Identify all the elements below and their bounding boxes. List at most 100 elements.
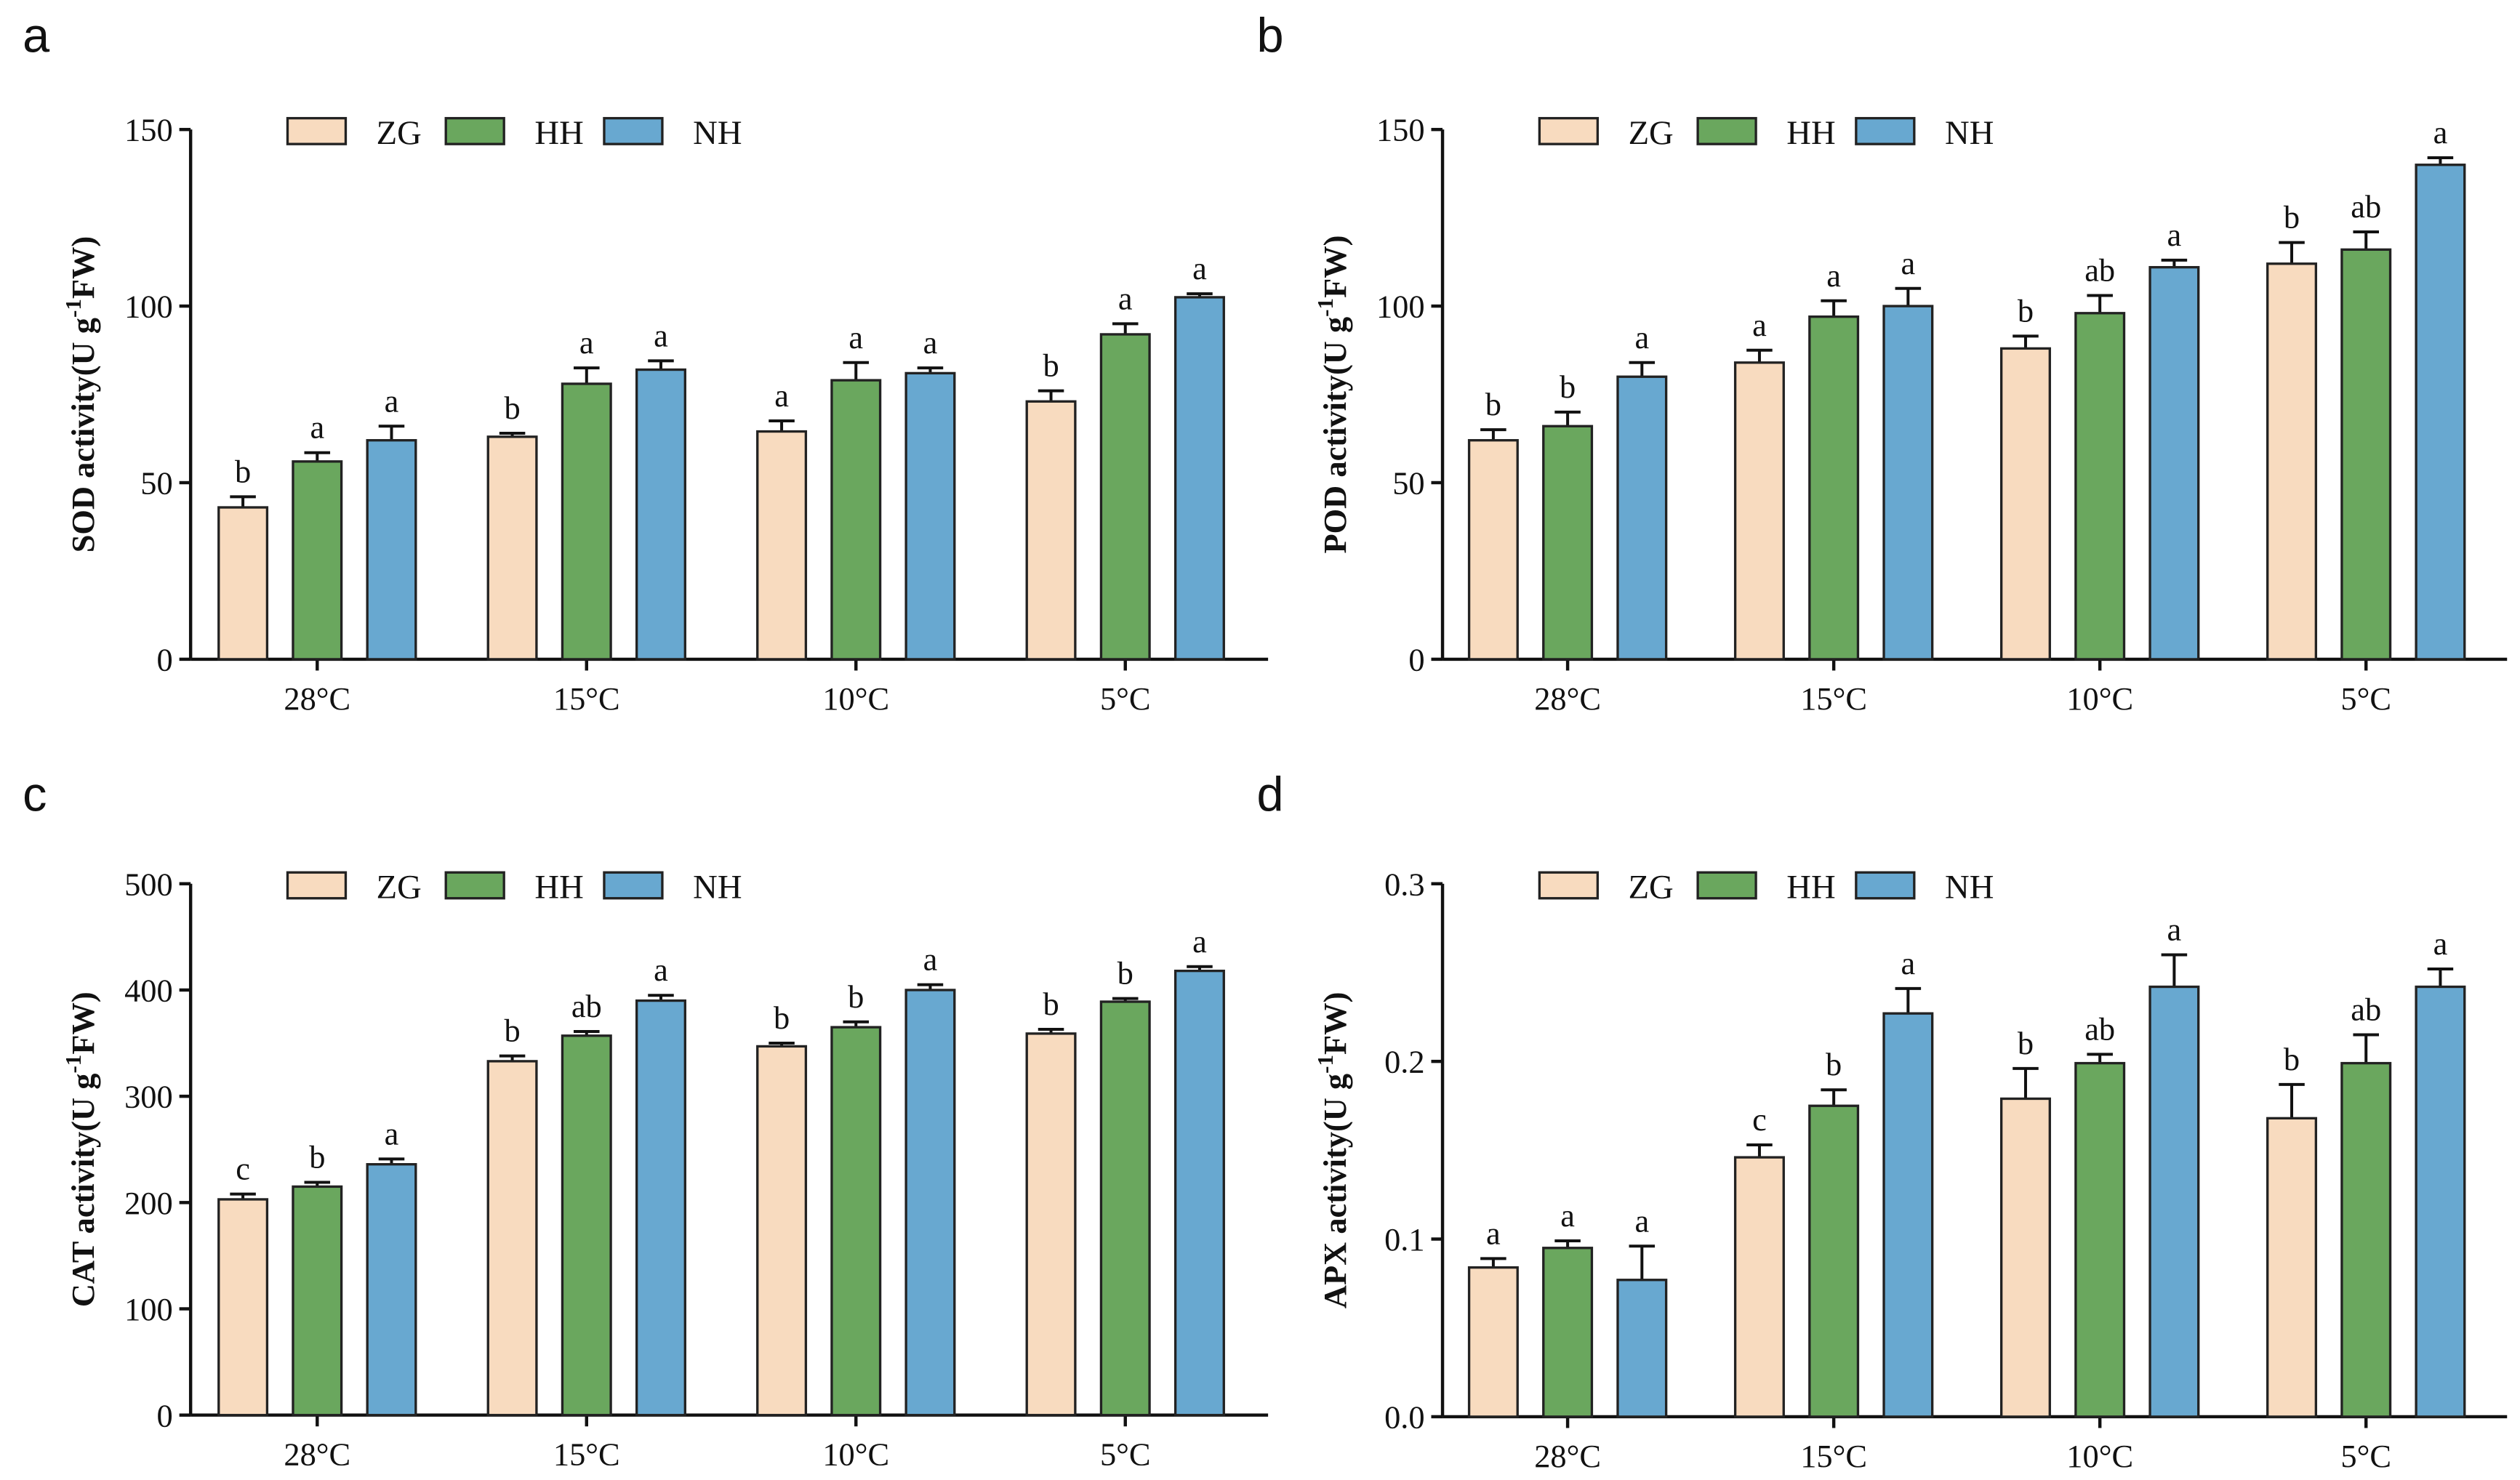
significance-letter: b (1560, 369, 1576, 405)
significance-letter: a (848, 319, 863, 355)
significance-letter: ab (2351, 188, 2381, 225)
x-tick-label: 10°C (822, 1436, 889, 1473)
legend-swatch-zg (1538, 871, 1600, 900)
bar-nh (1882, 305, 1934, 661)
y-tick-label: 500 (124, 866, 173, 902)
legend-label-nh: NH (1945, 114, 1994, 152)
bar-zg (1733, 1156, 1785, 1418)
bar-nh (2415, 985, 2466, 1418)
y-tick-label: 150 (1376, 112, 1425, 148)
y-axis-label: APX activity(U g-1FW) (1312, 992, 1353, 1308)
y-tick-label: 300 (124, 1079, 173, 1115)
x-tick-label: 15°C (1800, 1438, 1867, 1474)
significance-letter: a (2167, 217, 2182, 253)
significance-letter: a (1192, 923, 1207, 960)
x-tick-label: 5°C (1100, 680, 1151, 717)
panel-d: d 0.0 0.1 0.2 0.3 APX activity(U g-1FW) ZG HH NH… (1257, 768, 2508, 1474)
y-tick-label: 200 (124, 1185, 173, 1221)
legend-label-nh: NH (693, 114, 742, 152)
bar-zg (1467, 1266, 1519, 1418)
y-tick-label: 150 (124, 112, 173, 148)
y-axis-label: POD activity(U g-1FW) (1312, 236, 1353, 554)
significance-letter: b (1043, 986, 1059, 1022)
significance-letter: a (579, 324, 594, 361)
panel-label: a (23, 9, 50, 63)
significance-letter: a (923, 324, 938, 361)
significance-letter: a (654, 317, 668, 353)
x-tick-label: 28°C (1534, 1438, 1601, 1474)
x-tick-label: 10°C (822, 680, 889, 717)
bar-zg (1999, 347, 2051, 661)
y-tick-label: 100 (124, 289, 173, 325)
y-axis-label: SOD activity(U g-1FW) (60, 236, 101, 553)
y-tick-label: 0 (157, 641, 173, 677)
legend-label-nh: NH (1945, 869, 1994, 906)
significance-letter: a (1634, 1202, 1649, 1239)
significance-letter: b (2284, 1041, 2300, 1077)
bar-nh (1173, 969, 1225, 1417)
y-tick-label: 0.0 (1384, 1399, 1425, 1435)
legend-swatch-hh (444, 116, 505, 145)
significance-letter: b (774, 1000, 790, 1036)
bar-zg (486, 435, 538, 661)
significance-letter: a (1826, 257, 1841, 294)
significance-letter: b (1485, 386, 1501, 422)
x-tick-label: 10°C (2066, 680, 2133, 717)
panel-label: b (1257, 9, 1284, 63)
x-tick-label: 15°C (1800, 680, 1867, 717)
bar-nh (1616, 375, 1668, 661)
bar-hh (1542, 425, 1594, 661)
significance-letter: a (385, 382, 399, 419)
panel-label: c (23, 768, 47, 822)
x-tick-label: 28°C (284, 680, 350, 717)
x-tick-label: 10°C (2066, 1438, 2133, 1474)
y-tick-label: 0.2 (1384, 1044, 1425, 1080)
bar-hh (2340, 1061, 2392, 1418)
significance-letter: ab (2351, 991, 2381, 1027)
x-tick-label: 15°C (553, 680, 620, 717)
x-tick-label: 28°C (1534, 680, 1601, 717)
bar-hh (2074, 1061, 2126, 1418)
significance-letter: ab (2084, 1010, 2115, 1047)
legend-label-zg: ZG (377, 869, 422, 906)
significance-letter: b (504, 390, 520, 426)
significance-letter: a (2433, 114, 2448, 150)
bar-hh (830, 1026, 882, 1417)
x-tick-label: 5°C (2340, 680, 2391, 717)
bar-zg (1733, 361, 1785, 661)
y-tick-label: 100 (1376, 289, 1425, 325)
bar-nh (2415, 164, 2466, 661)
bar-zg (1025, 1032, 1077, 1417)
panel-label: d (1257, 768, 1284, 822)
significance-letter: a (774, 377, 789, 414)
bar-nh (635, 999, 686, 1417)
bar-hh (292, 1185, 343, 1417)
significance-letter: a (310, 409, 324, 446)
bar-zg (217, 1198, 269, 1417)
significance-letter: b (2018, 292, 2034, 329)
significance-letter: b (1043, 347, 1059, 384)
y-label-superscript: -1 (60, 1055, 86, 1074)
y-label-prefix: APX activity(U g (1317, 1074, 1353, 1308)
significance-letter: a (1192, 250, 1207, 286)
y-tick-label: 50 (1392, 465, 1424, 502)
bar-hh (1542, 1247, 1594, 1418)
y-tick-label: 400 (124, 972, 173, 1008)
legend-swatch-hh (1696, 871, 1757, 900)
bar-zg (486, 1060, 538, 1417)
bar-hh (561, 1034, 612, 1417)
legend-swatch-zg (286, 871, 348, 900)
bar-zg (756, 1045, 808, 1417)
legend-swatch-zg (286, 116, 348, 145)
y-tick-label: 0 (1408, 641, 1424, 677)
bar-nh (2148, 265, 2200, 661)
y-label-suffix: FW) (1317, 992, 1353, 1055)
bar-hh (2074, 312, 2126, 661)
significance-letter: b (235, 453, 251, 489)
significance-letter: a (654, 952, 668, 988)
bar-zg (2266, 262, 2318, 661)
legend-swatch-nh (603, 871, 664, 900)
legend-label-hh: HH (1786, 114, 1835, 152)
bar-zg (1467, 439, 1519, 661)
